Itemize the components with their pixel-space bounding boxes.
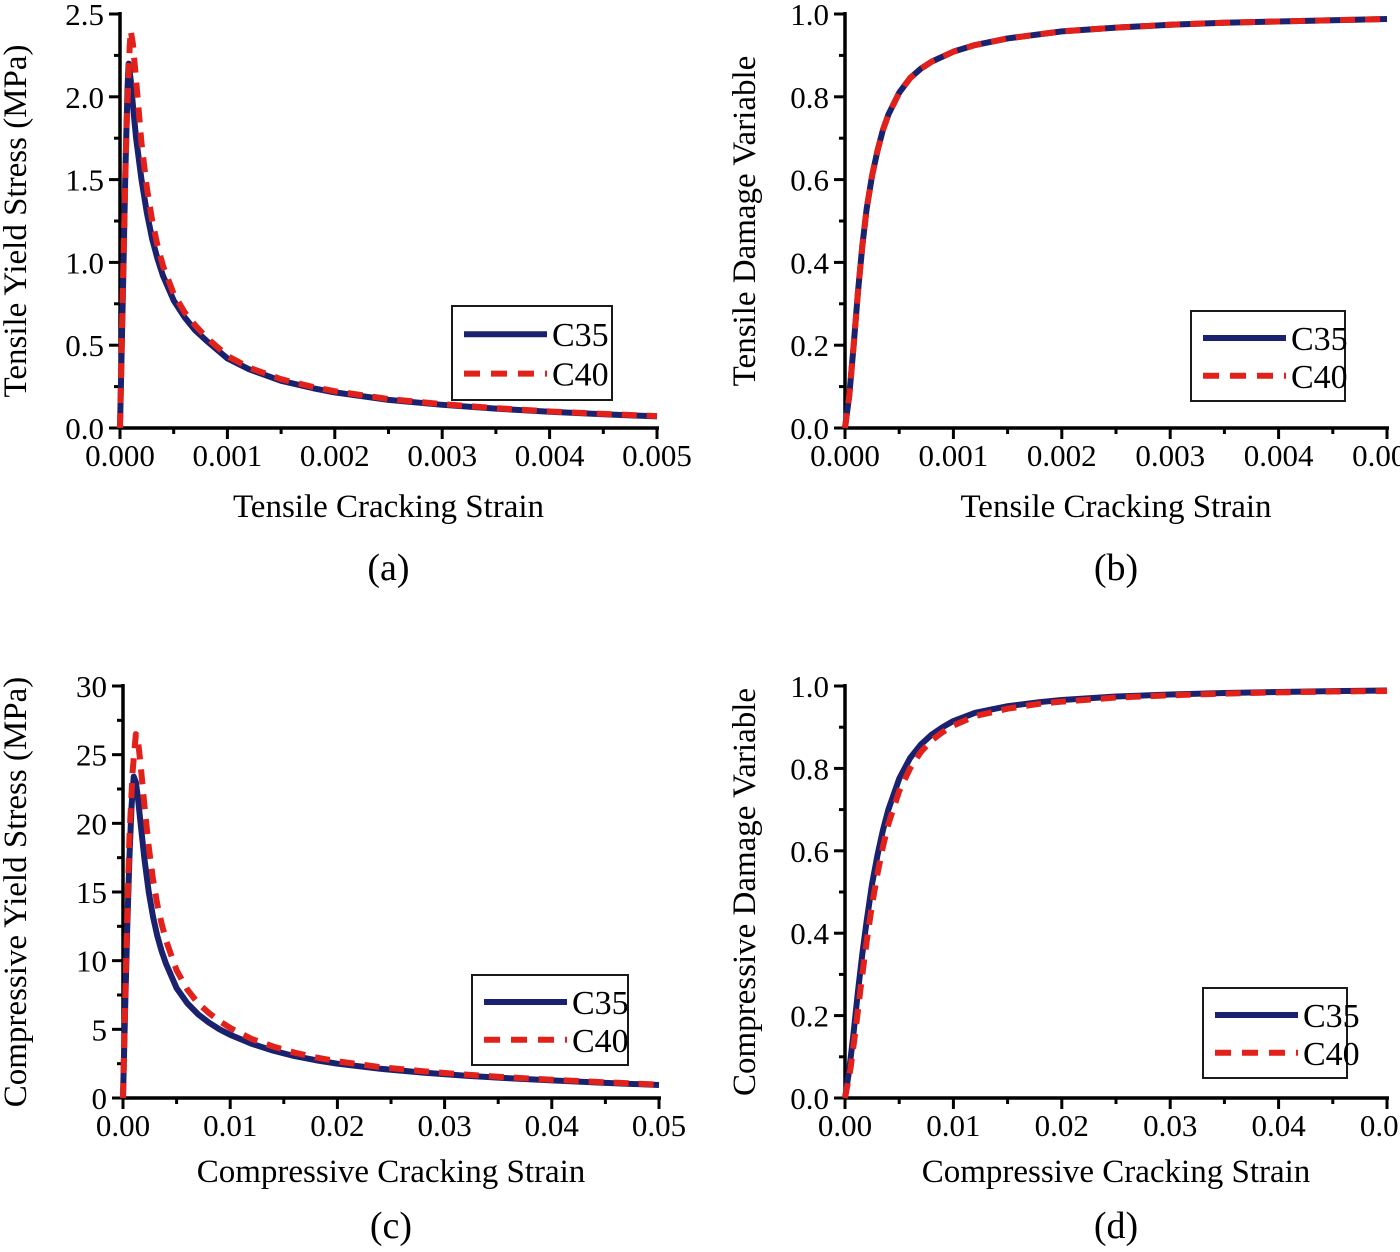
x-tick-label: 0.01 bbox=[926, 1108, 980, 1143]
y-tick-label: 25 bbox=[76, 738, 107, 773]
x-tick-label: 0.002 bbox=[300, 438, 370, 473]
x-tick-label: 0.000 bbox=[85, 438, 155, 473]
x-tick-label: 0.004 bbox=[515, 438, 585, 473]
y-tick-label: 0.2 bbox=[790, 328, 829, 363]
x-axis-title: Compressive Cracking Strain bbox=[922, 1154, 1311, 1190]
y-tick-label: 1.0 bbox=[790, 0, 829, 32]
y-tick-label: 0.8 bbox=[790, 80, 829, 115]
y-axis-title: Compressive Damage Variable bbox=[727, 688, 763, 1096]
x-tick-label: 0.001 bbox=[919, 438, 989, 473]
y-tick-label: 0.0 bbox=[790, 1081, 829, 1116]
legend-label-c40: C40 bbox=[1291, 359, 1348, 396]
y-tick-label: 0.4 bbox=[790, 245, 829, 280]
x-tick-label: 0.000 bbox=[810, 438, 880, 473]
series-line-c35 bbox=[120, 773, 660, 1099]
x-tick-label: 0.04 bbox=[1251, 1108, 1306, 1143]
panel-d: 0.00 0.01 0.02 0.03 0.04 0.05 0.0 0.2 0.4 0.6 0.8 1… bbox=[700, 626, 1400, 1252]
x-tick-label: 0.005 bbox=[1352, 438, 1400, 473]
y-tick-label: 20 bbox=[76, 806, 107, 841]
y-tick-label: 1.0 bbox=[790, 669, 829, 704]
legend-label-c35: C35 bbox=[552, 317, 609, 354]
y-axis-title: Tensile Yield Stress (MPa) bbox=[0, 44, 34, 397]
y-axis-title: Tensile Damage Variable bbox=[727, 56, 763, 387]
legend-label-c35: C35 bbox=[1303, 998, 1360, 1035]
x-tick-label: 0.05 bbox=[1360, 1108, 1400, 1143]
y-tick-label: 0.4 bbox=[790, 916, 829, 951]
y-tick-label: 2.0 bbox=[65, 80, 104, 115]
y-tick-label: 0 bbox=[92, 1081, 108, 1116]
x-tick-label: 0.003 bbox=[1135, 438, 1205, 473]
y-tick-label: 30 bbox=[76, 669, 107, 704]
x-tick-label: 0.00 bbox=[96, 1108, 150, 1143]
legend-box bbox=[1202, 987, 1348, 1079]
x-tick-label: 0.002 bbox=[1027, 438, 1097, 473]
series-line-c40 bbox=[842, 687, 1388, 1099]
chart-b-tensile-damage-variable: 0.000 0.001 0.002 0.003 0.004 0.005 0.0 0.2 0.4 0… bbox=[727, 0, 1400, 589]
x-tick-label: 0.003 bbox=[407, 438, 477, 473]
x-axis-title: Tensile Cracking Strain bbox=[233, 489, 544, 525]
panel-b: 0.000 0.001 0.002 0.003 0.004 0.005 0.0 0.2 0.4 0… bbox=[700, 0, 1400, 626]
y-axis-title: Compressive Yield Stress (MPa) bbox=[0, 677, 34, 1108]
y-tick-label: 0.2 bbox=[790, 999, 829, 1034]
y-tick-label: 0.0 bbox=[790, 411, 829, 446]
x-tick-label: 0.01 bbox=[203, 1108, 257, 1143]
x-axis-title: Tensile Cracking Strain bbox=[960, 489, 1271, 525]
x-tick-label: 0.02 bbox=[310, 1108, 364, 1143]
x-tick-label: 0.001 bbox=[193, 438, 263, 473]
y-tick-label: 15 bbox=[76, 875, 107, 910]
legend-box bbox=[1190, 310, 1346, 402]
panel-c: 0.00 0.01 0.02 0.03 0.04 0.05 0 5 10 15 20 25 30 C35 C… bbox=[0, 626, 700, 1252]
chart-c-compressive-yield-stress: 0.00 0.01 0.02 0.03 0.04 0.05051015202530C35C… bbox=[0, 669, 686, 1247]
y-tick-label: 0.6 bbox=[790, 834, 829, 869]
x-tick-label: 0.04 bbox=[525, 1108, 580, 1143]
panel-caption: (b) bbox=[1094, 547, 1138, 589]
legend-label-c40: C40 bbox=[572, 1023, 629, 1060]
panel-caption: (c) bbox=[370, 1205, 412, 1247]
x-axis-title: Compressive Cracking Strain bbox=[197, 1154, 586, 1190]
x-tick-label: 0.03 bbox=[1143, 1108, 1197, 1143]
panel-caption: (a) bbox=[367, 547, 409, 589]
chart-d-compressive-damage-variable: 0.00 0.01 0.02 0.03 0.04 0.05 0.0 0.2 0.4 0.6 0.8 1… bbox=[727, 669, 1400, 1247]
legend-label-c40: C40 bbox=[552, 357, 609, 394]
y-tick-label: 1.5 bbox=[65, 163, 104, 198]
legend-label-c35: C35 bbox=[1291, 321, 1348, 358]
y-tick-label: 0.6 bbox=[790, 163, 829, 198]
y-tick-label: 0.5 bbox=[65, 328, 104, 363]
y-tick-label: 1.0 bbox=[65, 245, 104, 280]
series-line-c40 bbox=[120, 731, 660, 1099]
panel-a: 0.000 0.001 0.002 0.003 0.004 0.005 0.0 0.5 1.0 1… bbox=[0, 0, 700, 626]
y-tick-label: 0.0 bbox=[65, 411, 104, 446]
x-tick-label: 0.005 bbox=[622, 438, 692, 473]
legend-box bbox=[451, 305, 613, 401]
series-line-c40 bbox=[842, 15, 1388, 429]
series-line-c40 bbox=[117, 27, 658, 429]
y-tick-label: 5 bbox=[92, 1012, 108, 1047]
legend-box bbox=[471, 974, 629, 1066]
legend-label-c40: C40 bbox=[1303, 1036, 1360, 1073]
y-tick-label: 0.8 bbox=[790, 751, 829, 786]
y-tick-label: 10 bbox=[76, 944, 107, 979]
x-tick-label: 0.00 bbox=[818, 1108, 872, 1143]
x-tick-label: 0.05 bbox=[632, 1108, 686, 1143]
y-tick-label: 2.5 bbox=[65, 0, 104, 32]
legend-label-c35: C35 bbox=[572, 985, 629, 1022]
chart-a-tensile-yield-stress: 0.000 0.001 0.002 0.003 0.004 0.005 0.0 0.5 1.0 1… bbox=[0, 0, 692, 589]
x-tick-label: 0.004 bbox=[1244, 438, 1314, 473]
x-tick-label: 0.02 bbox=[1035, 1108, 1089, 1143]
panel-caption: (d) bbox=[1094, 1205, 1138, 1247]
x-tick-label: 0.03 bbox=[417, 1108, 471, 1143]
